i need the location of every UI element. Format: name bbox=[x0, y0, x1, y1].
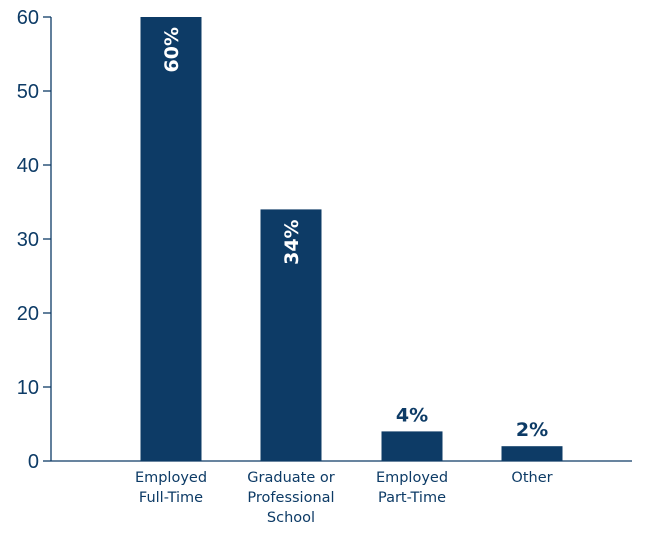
bar-layer bbox=[140, 17, 563, 461]
y-tick-label: 40 bbox=[17, 155, 39, 177]
axis-layer: 0 10 20 30 40 50 60 bbox=[17, 7, 632, 473]
category-label-line: Full-Time bbox=[139, 490, 203, 506]
category-label-line: Graduate or bbox=[247, 470, 334, 486]
category-label-line: Employed bbox=[135, 470, 207, 486]
category-label: Employed Part-Time bbox=[376, 470, 448, 506]
category-label-line: School bbox=[267, 510, 315, 526]
category-label: Employed Full-Time bbox=[135, 470, 207, 506]
label-layer: 60% Employed Full-Time 34% Graduate or Profes… bbox=[135, 27, 553, 526]
y-tick-label: 10 bbox=[17, 377, 39, 399]
data-label: 34% bbox=[281, 219, 303, 264]
data-label: 60% bbox=[161, 27, 183, 72]
bar bbox=[140, 17, 202, 461]
bar bbox=[501, 446, 563, 461]
y-tick-label: 50 bbox=[17, 81, 39, 103]
bar bbox=[260, 209, 322, 461]
y-tick-label: 0 bbox=[28, 451, 39, 473]
category-label: Other bbox=[511, 470, 552, 486]
category-label: Graduate or Professional School bbox=[247, 470, 334, 526]
category-label-line: Employed bbox=[376, 470, 448, 486]
category-label-line: Professional bbox=[247, 490, 334, 506]
bar bbox=[381, 431, 443, 461]
data-label: 2% bbox=[516, 419, 548, 441]
data-label: 4% bbox=[396, 404, 428, 426]
y-tick-label: 30 bbox=[17, 229, 39, 251]
y-tick-label: 20 bbox=[17, 303, 39, 325]
category-label-line: Part-Time bbox=[378, 490, 446, 506]
y-tick-label: 60 bbox=[17, 7, 39, 29]
category-label-line: Other bbox=[511, 470, 552, 486]
